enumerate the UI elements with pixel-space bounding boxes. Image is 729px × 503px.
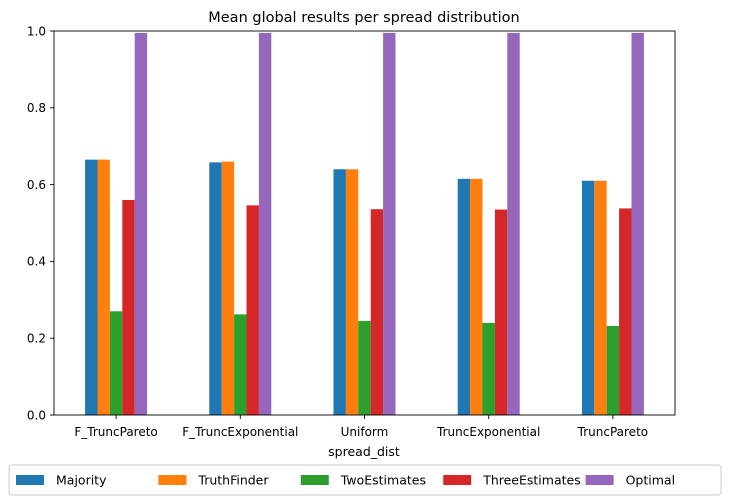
bar-majority-f-truncexponential [209,162,222,415]
bar-threeestimates-f-truncexponential [246,205,259,415]
plot-frame [53,30,676,416]
bar-twoestimates-f-truncpareto [109,311,123,415]
x-tick-label: TruncPareto [577,425,648,439]
bar-threeestimates-uniform [370,209,384,415]
bar-threeestimates-truncpareto [619,208,632,415]
x-tick-label: F_TruncExponential [182,425,298,439]
legend-swatch-twoestimates [300,475,329,485]
bar-optimal-truncexponential [507,32,520,416]
bar-optimal-f-truncpareto [134,32,148,416]
bar-majority-truncexponential [457,178,471,415]
bar-truthfinder-uniform [345,169,359,415]
bar-optimal-truncpareto [631,32,644,416]
y-tick-label: 0.8 [27,101,46,115]
y-tick-label: 1.0 [27,24,46,38]
bar-twoestimates-truncpareto [606,325,620,415]
bar-threeestimates-truncexponential [494,209,508,415]
legend-label-threeestimates: ThreeEstimates [482,473,581,488]
legend-label-twoestimates: TwoEstimates [340,473,426,488]
bar-majority-uniform [333,169,346,415]
legend: Majority TruthFinder TwoEstimates ThreeEsti… [8,464,722,496]
bar-twoestimates-uniform [358,320,371,415]
bar-majority-truncpareto [581,180,595,415]
x-tick-label: Uniform [341,425,389,439]
x-axis: F_TruncPareto F_TruncExponential Uniform Tr… [74,415,648,439]
bar-truthfinder-truncpareto [594,180,607,415]
y-axis: 0.0 0.2 0.4 0.6 0.8 1.0 [27,24,54,422]
x-tick-label: TruncExponential [436,425,540,439]
legend-label-optimal: Optimal [626,473,675,488]
chart-title: Mean global results per spread distribut… [208,10,519,26]
bar-truthfinder-f-truncpareto [97,159,110,415]
y-tick-label: 0.4 [27,255,46,269]
legend-swatch-majority [16,475,44,485]
bars-group [85,32,644,416]
bar-majority-f-truncpareto [85,159,98,415]
legend-swatch-optimal [585,475,614,485]
bar-threeestimates-f-truncpareto [122,199,135,415]
bar-optimal-f-truncexponential [258,32,272,416]
legend-label-truthfinder: TruthFinder [197,473,269,488]
y-tick-label: 0.2 [27,332,46,346]
bar-truthfinder-truncexponential [470,178,483,415]
x-axis-label: spread_dist [328,444,400,459]
x-tick-label: F_TruncPareto [74,425,157,439]
legend-box [8,464,722,496]
bar-twoestimates-f-truncexponential [234,314,247,415]
legend-label-majority: Majority [56,473,107,488]
bar-twoestimates-truncexponential [482,322,495,415]
y-tick-label: 0.0 [27,408,46,422]
bar-truthfinder-f-truncexponential [221,161,235,415]
legend-swatch-truthfinder [158,475,187,485]
y-tick-label: 0.6 [27,178,46,192]
bar-optimal-uniform [383,32,396,416]
legend-swatch-threeestimates [443,475,472,485]
